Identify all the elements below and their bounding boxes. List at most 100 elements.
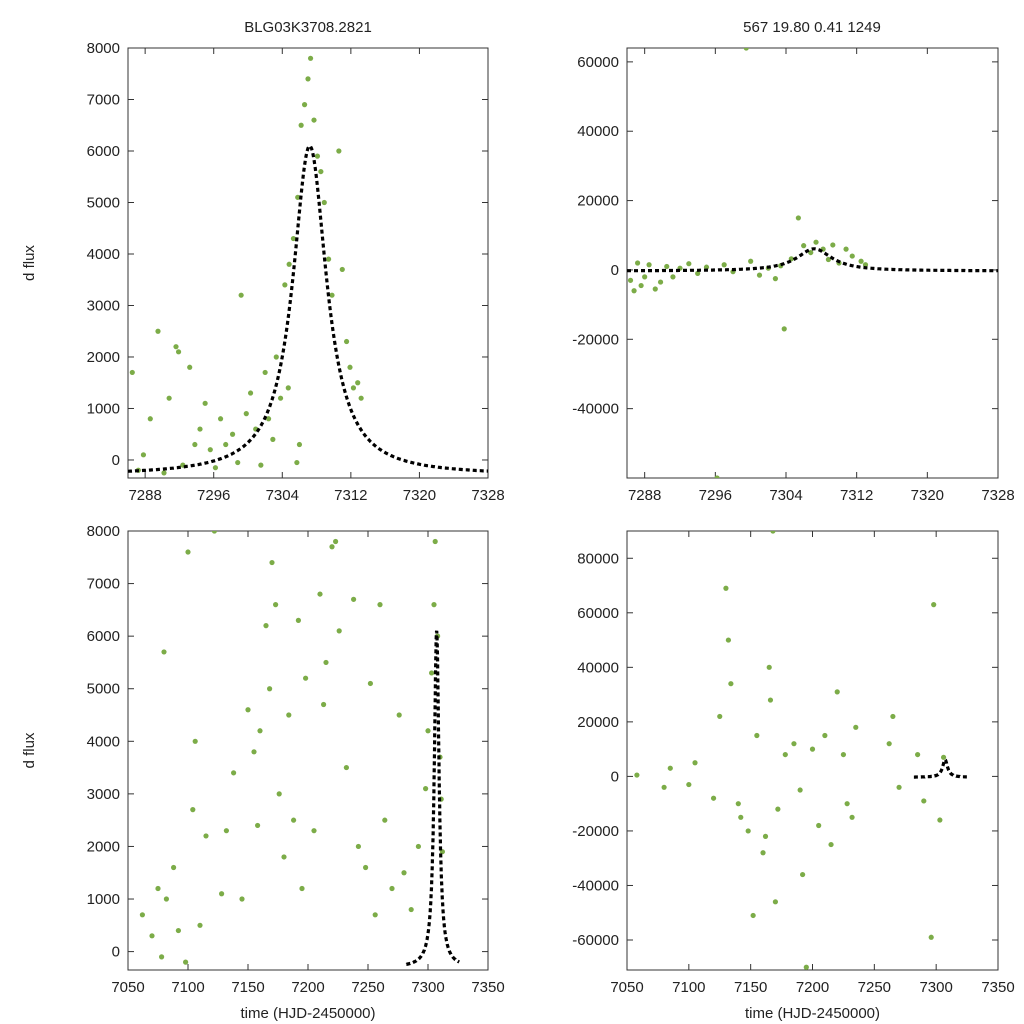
data-point — [816, 822, 822, 829]
data-point — [175, 927, 181, 934]
data-point — [717, 713, 723, 720]
x-tick-label: 7320 — [403, 487, 436, 504]
data-point — [282, 282, 288, 288]
data-point — [333, 538, 339, 545]
model-curve — [405, 630, 460, 966]
data-point — [431, 602, 437, 608]
data-point — [670, 274, 676, 280]
data-point — [321, 701, 327, 708]
data-point — [238, 292, 244, 298]
data-point — [725, 637, 732, 643]
data-point — [257, 728, 263, 734]
data-point — [269, 559, 275, 566]
data-point — [828, 841, 834, 848]
data-point — [797, 787, 803, 793]
data-point — [782, 751, 788, 758]
data-point — [171, 864, 177, 871]
y-tick-label: 7000 — [87, 91, 120, 108]
model-curve — [913, 758, 969, 779]
data-point — [295, 194, 301, 200]
data-point — [329, 292, 335, 298]
x-tick-label: 7300 — [411, 979, 444, 996]
plot-area — [634, 531, 969, 970]
data-point — [155, 328, 161, 334]
data-point — [305, 76, 311, 82]
data-point — [273, 602, 279, 608]
data-point — [147, 416, 153, 422]
data-point — [377, 602, 383, 608]
plot-frame — [626, 47, 999, 479]
data-point — [686, 261, 692, 267]
y-tick-label: 60000 — [577, 54, 619, 71]
data-point — [235, 459, 241, 466]
data-point — [415, 843, 421, 850]
data-point — [298, 122, 304, 128]
data-point — [631, 288, 637, 294]
data-point — [781, 326, 787, 332]
data-point — [299, 885, 305, 892]
x-axis-label: time (HJD-2450000) — [240, 1005, 375, 1022]
y-tick-label: 1000 — [87, 891, 120, 908]
data-point — [139, 912, 145, 918]
model-curve — [627, 247, 998, 273]
data-point — [255, 822, 261, 829]
data-point — [258, 462, 264, 468]
data-point — [800, 871, 806, 878]
data-point — [321, 199, 327, 206]
data-point — [339, 266, 345, 273]
data-point — [301, 102, 308, 108]
data-point — [263, 623, 269, 629]
data-point — [686, 781, 692, 788]
data-point — [750, 912, 756, 919]
data-point — [351, 596, 357, 602]
data-point — [325, 256, 332, 262]
figure-title-left: BLG03K3708.2821 — [244, 19, 372, 36]
data-point — [270, 436, 276, 442]
x-tick-label: 7304 — [266, 487, 299, 504]
y-tick-label: 4000 — [87, 733, 120, 750]
x-tick-label: 7312 — [840, 487, 873, 504]
y-tick-label: 1000 — [87, 400, 120, 417]
data-point — [886, 741, 892, 747]
model-curve — [128, 144, 488, 473]
data-point — [187, 364, 193, 370]
x-tick-label: 7200 — [291, 979, 324, 996]
data-point — [276, 791, 282, 797]
data-point — [843, 246, 849, 252]
x-tick-label: 7150 — [231, 979, 264, 996]
y-tick-label: 3000 — [87, 786, 120, 803]
data-point — [896, 784, 902, 790]
data-point — [239, 896, 245, 902]
data-point — [389, 885, 395, 892]
data-point — [692, 760, 698, 766]
y-tick-label: 40000 — [577, 123, 619, 140]
x-tick-label: 7312 — [334, 487, 367, 504]
data-point — [791, 741, 797, 747]
data-point — [207, 447, 213, 453]
data-point — [634, 772, 640, 778]
data-point — [638, 282, 644, 289]
y-tick-label: -40000 — [572, 877, 619, 894]
y-tick-label: 2000 — [87, 838, 120, 855]
data-point — [317, 591, 323, 597]
data-point — [251, 749, 257, 755]
plot-area — [139, 531, 460, 966]
data-point — [223, 441, 229, 448]
y-tick-label: 40000 — [577, 659, 619, 676]
data-point — [285, 385, 291, 391]
data-point — [840, 751, 847, 758]
data-point — [766, 664, 772, 670]
x-tick-label: 7320 — [911, 487, 944, 504]
y-tick-label: 7000 — [87, 576, 120, 593]
data-point — [347, 364, 353, 370]
data-point — [657, 279, 664, 285]
panel-top-left: 7288 7296 7304 7312 7320 7328 0 1000 2000 3000 400… — [21, 40, 505, 504]
data-point — [748, 258, 754, 264]
plot-area — [128, 55, 488, 476]
data-point — [190, 807, 196, 813]
data-point — [231, 770, 237, 776]
x-tick-label: 7300 — [919, 979, 952, 996]
data-point — [211, 531, 217, 534]
data-point — [192, 441, 198, 448]
data-point — [849, 814, 855, 820]
